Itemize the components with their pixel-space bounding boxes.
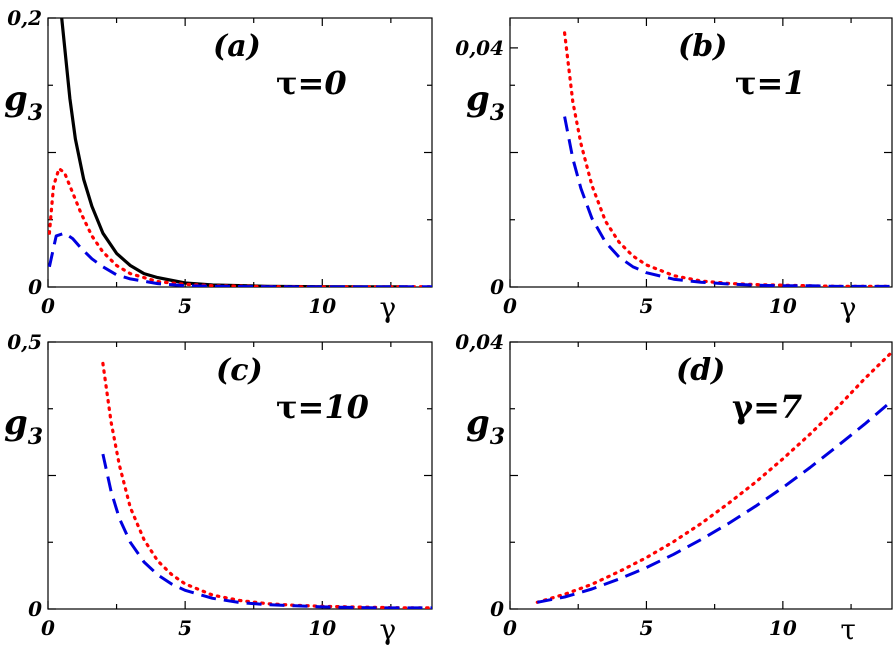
panel-d: 0 5 10 0 0,04 τ g3 (d)γ=7	[455, 330, 893, 646]
y-tick-label: 0,04	[455, 330, 504, 354]
x-axis-label: τ	[840, 613, 856, 646]
y-tick-label: 0	[490, 275, 504, 299]
x-tick-label: 0	[503, 294, 517, 318]
panel-label: (a)	[213, 29, 261, 64]
x-axis-label: γ	[379, 291, 396, 324]
y-axis-label: g3	[466, 79, 505, 126]
panel-label: (b)	[678, 29, 727, 64]
x-tick-label: 5	[639, 294, 653, 318]
x-axis-label: γ	[840, 291, 857, 324]
series-blue-dashed	[537, 399, 892, 604]
series-blue-dashed	[101, 453, 432, 609]
y-axis-label: g3	[4, 79, 43, 126]
panel-label: (c)	[216, 353, 263, 388]
x-tick-label: 0	[41, 294, 55, 318]
parameter-annotation: τ=10	[276, 388, 369, 426]
y-tick-label: 0	[28, 275, 42, 299]
x-tick-label: 10	[769, 294, 797, 318]
x-tick-label: 5	[178, 616, 192, 640]
parameter-annotation: τ=1	[735, 64, 806, 102]
series-red-dotted	[535, 350, 892, 604]
y-axis-label: g3	[466, 403, 505, 450]
parameter-annotation: γ=7	[732, 388, 802, 426]
x-tick-label: 0	[503, 616, 517, 640]
panel-a: 0 5 10 0 0,2 γ g3 (a) τ=0	[4, 6, 433, 324]
x-tick-label: 5	[178, 294, 192, 318]
x-tick-label: 10	[769, 616, 797, 640]
x-axis-label: γ	[379, 613, 396, 646]
x-tick-label: 5	[639, 616, 653, 640]
y-tick-label: 0	[28, 597, 42, 621]
y-tick-label: 0,04	[455, 36, 504, 60]
series-blue-dashed	[48, 231, 432, 287]
series-red-dotted	[101, 361, 432, 609]
panel-b: 0 5 10 0 0,04 γ g3 (b)τ=1	[455, 17, 893, 324]
series-red-dotted	[562, 31, 892, 287]
panel-label: (d)	[676, 353, 725, 388]
y-axis-label: g3	[4, 403, 43, 450]
x-tick-label: 0	[41, 616, 55, 640]
parameter-annotation: τ=0	[276, 64, 347, 102]
y-tick-label: 0,2	[7, 6, 42, 30]
y-tick-label: 0	[490, 597, 504, 621]
x-tick-label: 10	[308, 294, 336, 318]
y-tick-label: 0,5	[7, 330, 42, 354]
panel-c: 0 5 10 0 0,5 γ g3 (c) τ=10	[4, 330, 433, 646]
x-tick-label: 10	[308, 616, 336, 640]
series-blue-dashed	[563, 116, 892, 287]
